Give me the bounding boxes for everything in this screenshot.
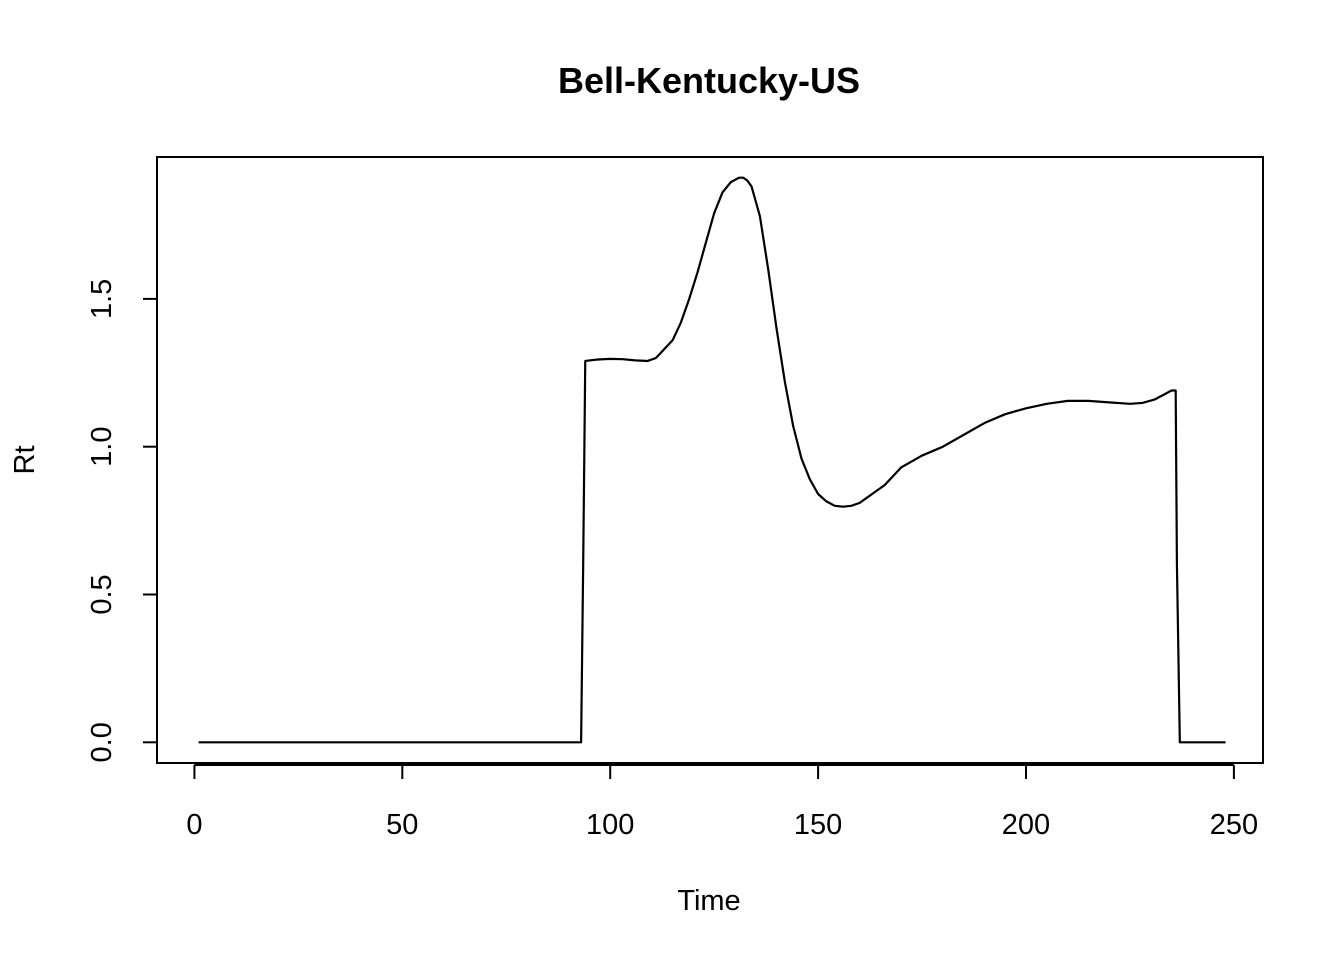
x-tick-label: 200 (1002, 809, 1050, 841)
x-tick-label: 150 (794, 809, 842, 841)
y-tick-label: 0.5 (86, 574, 118, 614)
y-tick-label: 0.0 (86, 722, 118, 762)
rt-series-line (198, 176, 1226, 744)
x-axis: 0 50 100 150 200 250 (186, 764, 1258, 841)
x-tick-label: 50 (386, 809, 418, 841)
series-layer (198, 176, 1226, 744)
x-tick-label: 100 (586, 809, 634, 841)
y-axis-label: Rt (9, 446, 41, 475)
plot-frame (156, 156, 1264, 764)
x-axis-label: Time (677, 885, 740, 917)
y-axis: 0.0 0.5 1.0 1.5 (86, 279, 158, 762)
y-tick-label: 1.0 (86, 427, 118, 467)
x-tick-label: 250 (1210, 809, 1258, 841)
y-tick-label: 1.5 (86, 279, 118, 319)
chart-title: Bell-Kentucky-US (558, 60, 860, 101)
x-tick-label: 0 (186, 809, 202, 841)
